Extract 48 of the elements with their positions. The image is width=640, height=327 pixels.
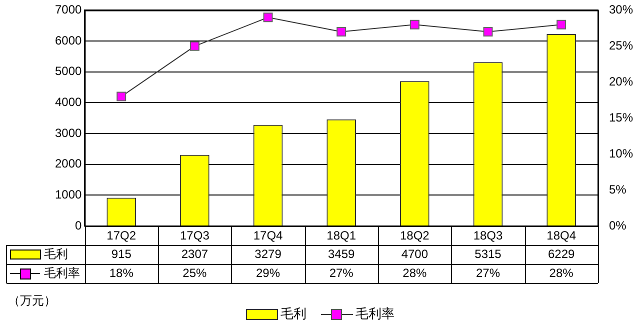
x-tick-label: 18Q2 — [400, 228, 430, 243]
y-tick-label: 1000 — [54, 187, 82, 202]
y2-tick-label: 10% — [608, 146, 634, 160]
data-label: 27% — [476, 266, 500, 280]
data-label: 6229 — [548, 246, 575, 261]
x-tick-label: 18Q4 — [546, 228, 576, 243]
data-label: 4700 — [401, 246, 428, 261]
legend-label: 毛利 — [44, 246, 68, 261]
data-label: 2307 — [181, 246, 208, 261]
y-tick-label: 0 — [75, 218, 82, 232]
data-label: 29% — [256, 266, 280, 280]
data-label: 27% — [329, 266, 354, 280]
legend-label: 毛利率 — [44, 266, 80, 280]
y2-tick-label: 0% — [608, 218, 627, 232]
y-tick-label: 7000 — [54, 2, 82, 17]
data-label: 28% — [549, 266, 574, 280]
point — [116, 92, 126, 102]
x-tick-label: 17Q3 — [180, 228, 210, 243]
point — [483, 27, 493, 37]
y2-tick-label: 25% — [608, 38, 634, 52]
point — [336, 27, 346, 37]
y2-tick-label: 15% — [608, 110, 634, 124]
data-label: 3459 — [328, 246, 356, 261]
y-tick-label: 3000 — [54, 126, 82, 140]
x-tick-label: 17Q4 — [253, 228, 284, 243]
data-label: 28% — [402, 266, 427, 280]
y2-tick-label: 5% — [608, 182, 627, 196]
text: （万元） — [8, 293, 56, 308]
text: 毛利率 — [356, 306, 394, 321]
point — [190, 41, 200, 51]
data-label: 5315 — [474, 246, 502, 261]
data-label: 25% — [182, 266, 208, 280]
y-tick-label: 4000 — [54, 95, 82, 109]
point — [263, 12, 273, 22]
y2-tick-label: 30% — [608, 2, 634, 17]
point — [410, 20, 420, 30]
x-tick-label: 18Q3 — [473, 228, 503, 243]
y-tick-label: 5000 — [54, 64, 82, 78]
x-tick-label: 17Q2 — [106, 228, 136, 243]
point — [556, 20, 566, 30]
y-tick-label: 6000 — [54, 33, 82, 48]
x-tick-label: 18Q1 — [326, 228, 356, 243]
y-tick-label: 2000 — [54, 156, 82, 171]
y2-tick-label: 20% — [608, 74, 634, 88]
data-label: 915 — [111, 246, 132, 261]
data-label: 3279 — [254, 246, 282, 261]
text: 毛利 — [280, 306, 306, 321]
data-label: 18% — [109, 266, 134, 280]
